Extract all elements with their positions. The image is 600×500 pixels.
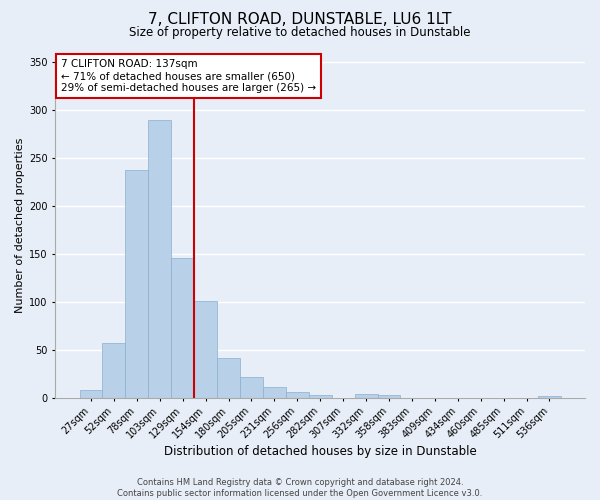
Y-axis label: Number of detached properties: Number of detached properties [15, 138, 25, 313]
Bar [538, 396, 561, 398]
Bar [355, 394, 377, 398]
Bar [171, 258, 194, 398]
Text: 7 CLIFTON ROAD: 137sqm
← 71% of detached houses are smaller (650)
29% of semi-de: 7 CLIFTON ROAD: 137sqm ← 71% of detached… [61, 60, 316, 92]
Bar [125, 170, 148, 398]
Bar [286, 392, 309, 398]
Text: Size of property relative to detached houses in Dunstable: Size of property relative to detached ho… [129, 26, 471, 39]
Bar [377, 395, 400, 398]
Bar [217, 358, 240, 398]
X-axis label: Distribution of detached houses by size in Dunstable: Distribution of detached houses by size … [164, 444, 476, 458]
Bar [194, 301, 217, 398]
Text: 7, CLIFTON ROAD, DUNSTABLE, LU6 1LT: 7, CLIFTON ROAD, DUNSTABLE, LU6 1LT [148, 12, 452, 28]
Bar [148, 120, 171, 398]
Text: Contains HM Land Registry data © Crown copyright and database right 2024.
Contai: Contains HM Land Registry data © Crown c… [118, 478, 482, 498]
Bar [103, 343, 125, 398]
Bar [263, 387, 286, 398]
Bar [240, 376, 263, 398]
Bar [309, 395, 332, 398]
Bar [80, 390, 103, 398]
